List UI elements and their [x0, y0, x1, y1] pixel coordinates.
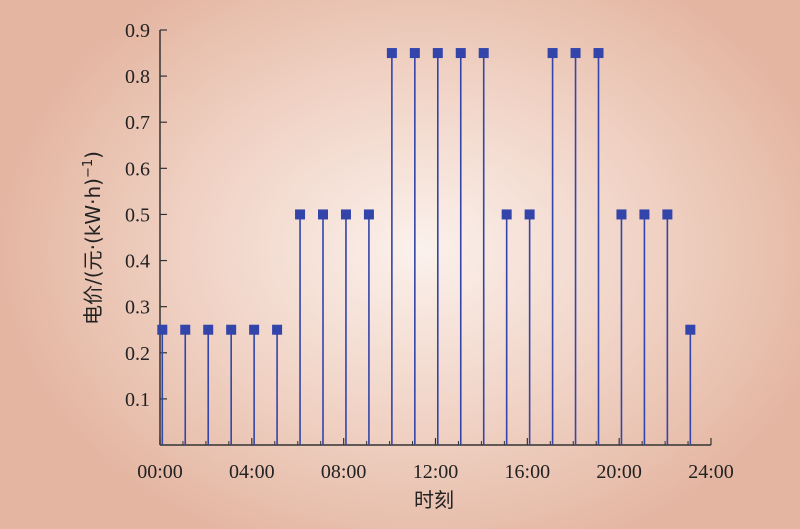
- y-tick-label: 0.9: [125, 20, 150, 42]
- y-tick-label: 0.3: [125, 297, 150, 319]
- stem-marker: [226, 324, 237, 335]
- x-tick-label: 04:00: [229, 461, 275, 483]
- y-axis-title-main: 电价/(元·(kW·h): [81, 178, 105, 325]
- stem-marker: [455, 48, 466, 59]
- stem-marker: [593, 48, 604, 59]
- stem-marker: [478, 48, 489, 59]
- stem-marker: [524, 209, 535, 220]
- stem-marker: [639, 209, 650, 220]
- stem-marker: [547, 48, 558, 59]
- stem-marker: [272, 324, 283, 335]
- y-axis-title-superscript: −1: [81, 159, 96, 178]
- stem-marker: [386, 48, 397, 59]
- stem-marker: [363, 209, 374, 220]
- x-axis-title: 时刻: [414, 488, 454, 512]
- stem-marker: [340, 209, 351, 220]
- stem-marker: [318, 209, 329, 220]
- stem-marker: [249, 324, 260, 335]
- x-tick-label: 00:00: [137, 461, 183, 483]
- x-tick-label: 12:00: [413, 461, 459, 483]
- stem-marker: [409, 48, 420, 59]
- stem-marker: [662, 209, 673, 220]
- y-tick-label: 0.4: [125, 251, 150, 273]
- y-tick-label: 0.2: [125, 343, 150, 365]
- stem-marker: [203, 324, 214, 335]
- y-axis-title: 电价/(元·(kW·h)−1): [81, 151, 105, 325]
- stem-marker: [685, 324, 696, 335]
- axes: 0.1 0.2 0.3 0.4 0.5 0.6 0.7 0.8 0.9 00:00 04:00 08:…: [125, 20, 734, 483]
- stem-marker: [432, 48, 443, 59]
- stem-marker: [295, 209, 306, 220]
- stem-marker: [501, 209, 512, 220]
- y-tick-label: 0.1: [125, 389, 150, 411]
- y-axis-title-close: ): [81, 151, 105, 159]
- x-tick-label: 24:00: [688, 461, 734, 483]
- stem-marker: [157, 324, 168, 335]
- x-tick-label: 08:00: [321, 461, 367, 483]
- stem-marker: [180, 324, 191, 335]
- stem-marker: [570, 48, 581, 59]
- y-tick-label: 0.8: [125, 66, 150, 88]
- y-tick-label: 0.7: [125, 112, 150, 134]
- y-tick-label: 0.5: [125, 204, 150, 226]
- y-tick-label: 0.6: [125, 158, 150, 180]
- x-tick-label: 16:00: [505, 461, 551, 483]
- data-marks: [157, 48, 696, 445]
- stem-marker: [616, 209, 627, 220]
- x-tick-label: 20:00: [596, 461, 642, 483]
